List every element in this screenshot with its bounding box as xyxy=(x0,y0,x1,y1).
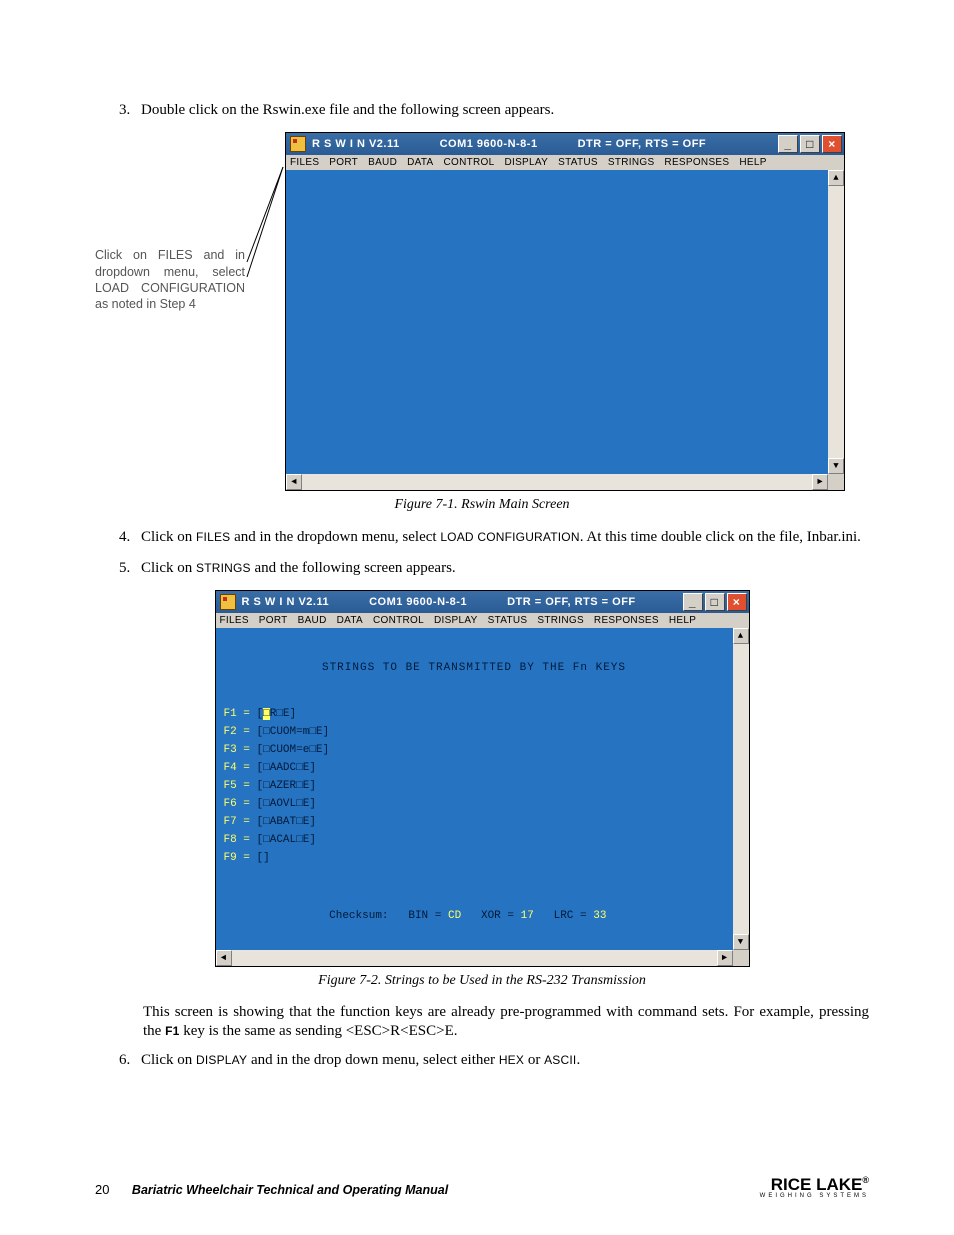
step-4: 4. Click on FILES and in the dropdown me… xyxy=(119,527,869,547)
app-icon xyxy=(220,594,236,610)
menu-files[interactable]: FILES xyxy=(290,157,319,168)
strings-heading: STRINGS TO BE TRANSMITTED BY THE Fn KEYS xyxy=(224,662,725,674)
minimize-button[interactable]: _ xyxy=(683,593,703,611)
step-text: Double click on the Rswin.exe file and t… xyxy=(141,100,869,120)
step-number: 3. xyxy=(119,100,141,120)
title-right: DTR = OFF, RTS = OFF xyxy=(578,138,776,150)
close-button[interactable]: × xyxy=(822,135,842,153)
page-footer: 20 Bariatric Wheelchair Technical and Op… xyxy=(95,1176,869,1199)
scroll-up-icon[interactable]: ▲ xyxy=(733,628,749,644)
fn-line: F7 = [□ABAT□E] xyxy=(224,816,725,828)
menu-responses[interactable]: RESPONSES xyxy=(594,615,659,626)
ricelake-logo: RICE LAKE® WEIGHING SYSTEMS xyxy=(760,1176,869,1199)
menu-status[interactable]: STATUS xyxy=(488,615,528,626)
title-left: R S W I N V2.11 xyxy=(242,596,370,608)
page-number: 20 xyxy=(95,1182,109,1197)
menu-strings[interactable]: STRINGS xyxy=(608,157,655,168)
scroll-down-icon[interactable]: ▼ xyxy=(828,458,844,474)
fn-line: F2 = [□CUOM=m□E] xyxy=(224,726,725,738)
figure-2-caption: Figure 7-2. Strings to be Used in the RS… xyxy=(95,973,869,989)
rswin-window-2: R S W I N V2.11 COM1 9600-N-8-1 DTR = OF… xyxy=(215,590,750,967)
step-5: 5. Click on STRINGS and the following sc… xyxy=(119,558,869,578)
title-right: DTR = OFF, RTS = OFF xyxy=(507,596,680,608)
menu-strings[interactable]: STRINGS xyxy=(537,615,584,626)
body-paragraph: This screen is showing that the function… xyxy=(143,1003,869,1042)
figure-1-annotation: Click on FILES and in dropdown menu, sel… xyxy=(95,247,245,312)
title-left: R S W I N V2.11 xyxy=(312,138,440,150)
resize-grip[interactable] xyxy=(828,474,844,490)
titlebar: R S W I N V2.11 COM1 9600-N-8-1 DTR = OF… xyxy=(216,591,749,613)
horizontal-scrollbar[interactable]: ◄ ► xyxy=(286,474,828,490)
vertical-scrollbar[interactable]: ▲ ▼ xyxy=(828,170,844,474)
menu-display[interactable]: DISPLAY xyxy=(504,157,548,168)
menu-control[interactable]: CONTROL xyxy=(443,157,494,168)
step-6: 6. Click on DISPLAY and in the drop down… xyxy=(119,1050,869,1070)
fn-line: F8 = [□ACAL□E] xyxy=(224,834,725,846)
maximize-button[interactable]: □ xyxy=(705,593,725,611)
annotation-arrow xyxy=(245,132,285,332)
fn-line: F9 = [] xyxy=(224,852,725,864)
rswin-window-1: R S W I N V2.11 COM1 9600-N-8-1 DTR = OF… xyxy=(285,132,845,491)
titlebar: R S W I N V2.11 COM1 9600-N-8-1 DTR = OF… xyxy=(286,133,844,155)
horizontal-scrollbar[interactable]: ◄ ► xyxy=(216,950,733,966)
menubar: FILES PORT BAUD DATA CONTROL DISPLAY STA… xyxy=(286,155,844,170)
menu-help[interactable]: HELP xyxy=(739,157,766,168)
fn-line: F1 = [□R□E] xyxy=(224,708,725,720)
step-text: Click on DISPLAY and in the drop down me… xyxy=(141,1050,869,1070)
minimize-button[interactable]: _ xyxy=(778,135,798,153)
scroll-left-icon[interactable]: ◄ xyxy=(286,474,302,490)
menu-responses[interactable]: RESPONSES xyxy=(664,157,729,168)
scroll-down-icon[interactable]: ▼ xyxy=(733,934,749,950)
menu-data[interactable]: DATA xyxy=(407,157,433,168)
menu-display[interactable]: DISPLAY xyxy=(434,615,478,626)
menu-port[interactable]: PORT xyxy=(259,615,288,626)
step-text: Click on FILES and in the dropdown menu,… xyxy=(141,527,869,547)
manual-title: Bariatric Wheelchair Technical and Opera… xyxy=(132,1183,448,1197)
vertical-scrollbar[interactable]: ▲ ▼ xyxy=(733,628,749,950)
checksum-line: Checksum: BIN = CD XOR = 17 LRC = 33 xyxy=(224,898,725,934)
figure-2: R S W I N V2.11 COM1 9600-N-8-1 DTR = OF… xyxy=(95,590,869,967)
resize-grip[interactable] xyxy=(733,950,749,966)
maximize-button[interactable]: □ xyxy=(800,135,820,153)
menu-help[interactable]: HELP xyxy=(669,615,696,626)
title-mid: COM1 9600-N-8-1 xyxy=(440,138,578,150)
step-number: 5. xyxy=(119,558,141,578)
menu-baud[interactable]: BAUD xyxy=(368,157,397,168)
scroll-up-icon[interactable]: ▲ xyxy=(828,170,844,186)
figure-1-caption: Figure 7-1. Rswin Main Screen xyxy=(95,497,869,513)
close-button[interactable]: × xyxy=(727,593,747,611)
menu-baud[interactable]: BAUD xyxy=(298,615,327,626)
fn-line: F3 = [□CUOM=e□E] xyxy=(224,744,725,756)
fn-line: F5 = [□AZER□E] xyxy=(224,780,725,792)
menu-data[interactable]: DATA xyxy=(337,615,363,626)
step-text: Click on STRINGS and the following scree… xyxy=(141,558,869,578)
scroll-right-icon[interactable]: ► xyxy=(812,474,828,490)
menubar: FILES PORT BAUD DATA CONTROL DISPLAY STA… xyxy=(216,613,749,628)
fn-line: F4 = [□AADC□E] xyxy=(224,762,725,774)
figure-1: Click on FILES and in dropdown menu, sel… xyxy=(95,132,869,513)
title-mid: COM1 9600-N-8-1 xyxy=(369,596,507,608)
menu-files[interactable]: FILES xyxy=(220,615,249,626)
fn-line: F6 = [□AOVL□E] xyxy=(224,798,725,810)
menu-control[interactable]: CONTROL xyxy=(373,615,424,626)
scroll-right-icon[interactable]: ► xyxy=(717,950,733,966)
step-3: 3. Double click on the Rswin.exe file an… xyxy=(119,100,869,120)
step-number: 6. xyxy=(119,1050,141,1070)
menu-status[interactable]: STATUS xyxy=(558,157,598,168)
scroll-left-icon[interactable]: ◄ xyxy=(216,950,232,966)
client-area-1: ▲ ▼ ◄ ► xyxy=(286,170,844,490)
menu-port[interactable]: PORT xyxy=(329,157,358,168)
strings-content: STRINGS TO BE TRANSMITTED BY THE Fn KEYS… xyxy=(216,628,733,950)
step-number: 4. xyxy=(119,527,141,547)
app-icon xyxy=(290,136,306,152)
client-area-2: STRINGS TO BE TRANSMITTED BY THE Fn KEYS… xyxy=(216,628,749,966)
